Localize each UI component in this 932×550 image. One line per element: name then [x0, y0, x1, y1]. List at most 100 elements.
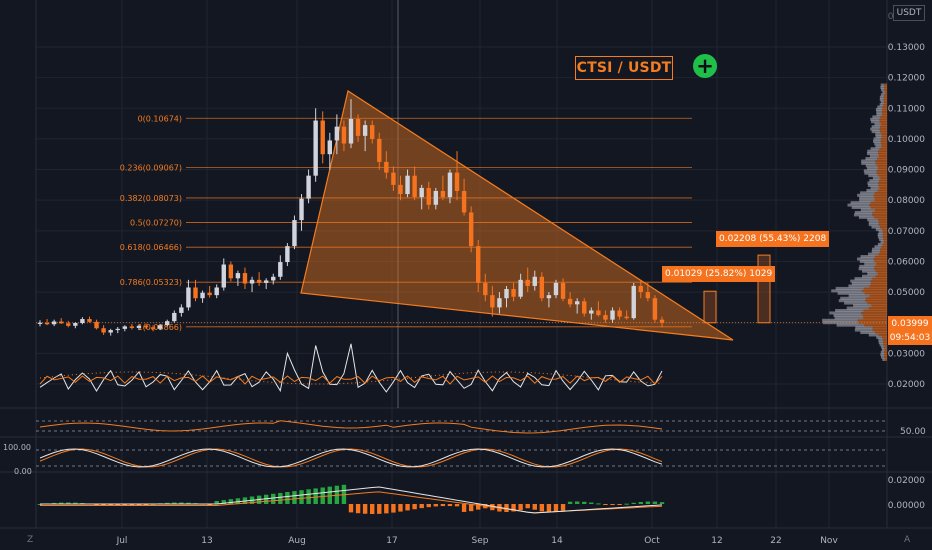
countdown-label: 09:54:03 [888, 331, 932, 345]
candle-body [51, 321, 57, 325]
time-tick-2: Aug [288, 536, 306, 546]
volume-profile-bar [835, 286, 864, 290]
time-tick-9: Nov [820, 536, 838, 546]
volume-profile-bar [879, 186, 887, 190]
candle-body [391, 172, 396, 185]
macd-hist-bar [603, 504, 608, 505]
macd-hist-bar [553, 504, 559, 512]
fib-label-4: 0.618(0.06466) [120, 243, 182, 252]
candle-body [504, 289, 509, 299]
candle-body [384, 161, 389, 173]
macd-hist-bar [278, 492, 283, 504]
macd-hist-bar [419, 504, 424, 509]
rsi-level-label: 50.00 [900, 427, 926, 437]
macd-hist-bar [165, 502, 170, 504]
volume-profile-bar [864, 291, 887, 295]
candle-body [165, 321, 170, 326]
volume-profile-bar [882, 335, 887, 339]
macd-hist-bar [476, 504, 481, 510]
macd-hist-bar [235, 498, 241, 504]
candle-body [610, 310, 615, 320]
volume-profile-bar [859, 196, 875, 200]
volume-profile-bar [877, 157, 887, 161]
currency-badge[interactable]: USDT [893, 5, 925, 21]
candle-body [299, 198, 304, 221]
price-tick-1: 0.12000 [888, 74, 925, 84]
volume-profile-bar [875, 274, 887, 278]
volume-profile-bar [884, 90, 887, 94]
price-tick-4: 0.09000 [888, 166, 925, 176]
candle-body [518, 279, 523, 297]
macd-hist-bar [115, 504, 120, 506]
volume-profile-bar [884, 345, 887, 349]
candle-body [426, 187, 431, 205]
macd-hist-bar [263, 494, 269, 504]
macd-hist-bar [214, 501, 219, 504]
fib-label-3: 0.5(0.07270) [130, 219, 182, 228]
volume-profile-bar [875, 208, 887, 212]
volume-profile-bar [884, 100, 887, 104]
macd-hist-bar [426, 504, 431, 508]
measurement-label-1: 0.01029 (25.82%) 1029 [662, 266, 776, 282]
volume-profile-bar [870, 127, 880, 131]
candle-body [94, 321, 99, 329]
macd-hist-bar [631, 502, 636, 504]
bottom-left-icon[interactable]: Z [27, 535, 34, 545]
fib-label-1: 0.236(0.09067) [120, 163, 182, 172]
volume-profile-bar [874, 196, 887, 200]
macd-hist-bar [398, 504, 403, 512]
candle-body [80, 319, 85, 324]
macd-hist-bar [306, 489, 311, 504]
volume-profile-bar [884, 93, 887, 97]
macd-hist-bar [391, 504, 396, 513]
volume-profile-bar [868, 220, 879, 224]
volume-profile-bar [879, 343, 884, 347]
volume-profile-bar [881, 107, 887, 111]
price-tick-10: 0.03000 [888, 349, 925, 359]
volume-profile-bar [881, 355, 885, 359]
macd-hist-bar [659, 502, 665, 504]
volume-profile-bar [876, 262, 887, 266]
volume-profile-bar [875, 161, 887, 165]
candle-body [461, 190, 467, 213]
add-symbol-button[interactable]: + [693, 54, 717, 78]
candle-body [532, 276, 537, 286]
pair-title-box[interactable]: CTSI / USDT [575, 56, 673, 80]
volume-profile-bar [884, 240, 887, 244]
macd-hist-bar [221, 500, 226, 504]
volume-profile-bar [860, 208, 876, 212]
macd-hist-bar [433, 504, 439, 507]
stoch-k-line [39, 448, 663, 468]
volume-profile-bar [872, 210, 887, 214]
volume-profile-bar [879, 154, 887, 158]
pair-title: CTSI / USDT [576, 60, 672, 76]
bottom-right-icon[interactable]: A [904, 535, 911, 545]
volume-profile-bar [860, 191, 875, 195]
candle-body [617, 310, 622, 317]
macd-hist-bar [610, 504, 615, 505]
volume-profile-bar [856, 257, 874, 261]
volume-profile-bar [857, 193, 874, 197]
candle-body [362, 125, 368, 136]
candle-body [249, 279, 255, 284]
candle-body [574, 301, 580, 305]
macd-hist-bar [73, 502, 78, 504]
candle-body [553, 282, 559, 296]
volume-profile-bar [836, 323, 865, 327]
volume-profile-bar [883, 340, 887, 344]
candle-body [589, 310, 594, 314]
volume-profile-bar [882, 110, 887, 114]
volume-profile-bar [867, 301, 887, 305]
volume-profile-bar [874, 122, 882, 126]
volume-profile-bar [871, 250, 881, 254]
macd-hist-bar [617, 504, 622, 505]
candle-body [136, 325, 142, 328]
candle-body [228, 264, 234, 279]
volume-profile-bar [875, 159, 887, 163]
macd-hist-bar [440, 504, 446, 507]
macd-line [40, 486, 663, 514]
candle-body [638, 285, 643, 293]
volume-profile-bar [879, 103, 884, 107]
